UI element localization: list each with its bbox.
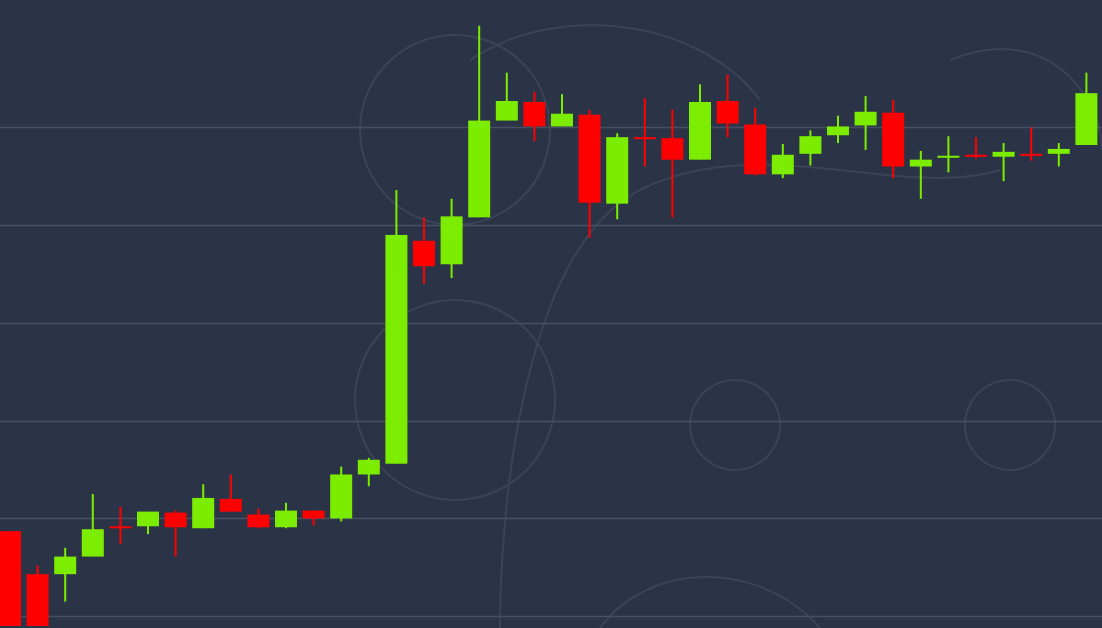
candle [275, 502, 297, 529]
candle [357, 457, 380, 487]
candle [882, 100, 905, 179]
candle [689, 84, 711, 160]
candle [219, 474, 242, 512]
candle-body-up [606, 137, 629, 204]
candle [716, 74, 739, 138]
watermark-shape [354, 299, 556, 501]
watermark-shape [599, 576, 821, 628]
candle [468, 25, 491, 218]
candle [633, 98, 656, 167]
candle [992, 143, 1015, 182]
watermark-shape [469, 24, 761, 101]
candle [0, 531, 21, 626]
candle-body-up [909, 159, 932, 167]
candle-body-down [882, 112, 905, 167]
candle [164, 510, 187, 557]
candle [771, 144, 794, 179]
candle-body-down [26, 574, 49, 626]
candle [137, 511, 159, 535]
candle-body-up [357, 459, 380, 475]
gridlines [0, 126, 1102, 618]
candle [54, 547, 77, 602]
candle-body-up [689, 101, 711, 160]
candle-body-down [523, 101, 546, 127]
candle [854, 96, 877, 150]
candle [109, 506, 132, 544]
candle [247, 508, 270, 529]
candle-body-down [633, 137, 656, 140]
candle [81, 494, 104, 557]
candle-body-up [854, 111, 877, 126]
candle-body-down [413, 240, 435, 267]
candle [440, 198, 463, 278]
candle-body-up [468, 120, 491, 218]
candle-body-up [799, 136, 822, 154]
candle [965, 137, 987, 159]
candle [1047, 143, 1070, 167]
candle [192, 484, 215, 529]
candle-body-up [385, 234, 408, 464]
candle-body-up [81, 529, 104, 557]
candle-body-down [1020, 153, 1043, 156]
candle [1075, 72, 1098, 146]
candle-body-up [192, 497, 215, 529]
watermark-shape [499, 163, 1001, 628]
watermark-shape [689, 379, 781, 471]
candle-body-down [0, 531, 21, 626]
candle [799, 130, 822, 166]
candle-body-up [330, 474, 353, 519]
candle-body-down [219, 498, 242, 512]
candle-body-up [771, 154, 794, 175]
candle [1020, 127, 1043, 161]
candle-body-down [578, 114, 601, 203]
candle [495, 72, 518, 121]
candle [523, 92, 546, 142]
candle-body-down [965, 154, 987, 157]
candle [330, 466, 353, 522]
candle [937, 136, 960, 173]
candle-body-down [661, 138, 684, 160]
candle [578, 109, 601, 238]
candle-body-up [992, 151, 1015, 157]
watermark-shape [359, 34, 551, 226]
candle-body-up [1075, 93, 1098, 146]
candle-body-down [164, 512, 187, 528]
candle-body-up [440, 216, 463, 265]
candles [0, 25, 1098, 626]
candle-body-up [937, 155, 960, 158]
candle [606, 133, 629, 220]
candle-body-up [54, 556, 77, 575]
candle-body-down [302, 510, 325, 519]
candle [827, 115, 849, 144]
candle-body-up [495, 101, 518, 121]
candle-body-up [1047, 148, 1070, 154]
candle [26, 565, 49, 626]
candle [744, 107, 767, 176]
candle [385, 189, 408, 464]
candle-body-up [551, 113, 573, 127]
candle-body-up [275, 510, 297, 528]
candle-body-down [109, 526, 132, 529]
candle [302, 510, 325, 526]
candle-body-down [716, 101, 739, 124]
candle-body-down [247, 514, 270, 528]
candle [909, 150, 932, 199]
candle [661, 109, 684, 218]
candle [413, 217, 435, 284]
candle-body-up [137, 511, 159, 527]
candle-body-up [827, 126, 849, 136]
watermark-shape [949, 48, 1102, 151]
candle [551, 94, 573, 127]
watermark-shape [964, 379, 1056, 471]
candle-body-down [744, 124, 767, 175]
